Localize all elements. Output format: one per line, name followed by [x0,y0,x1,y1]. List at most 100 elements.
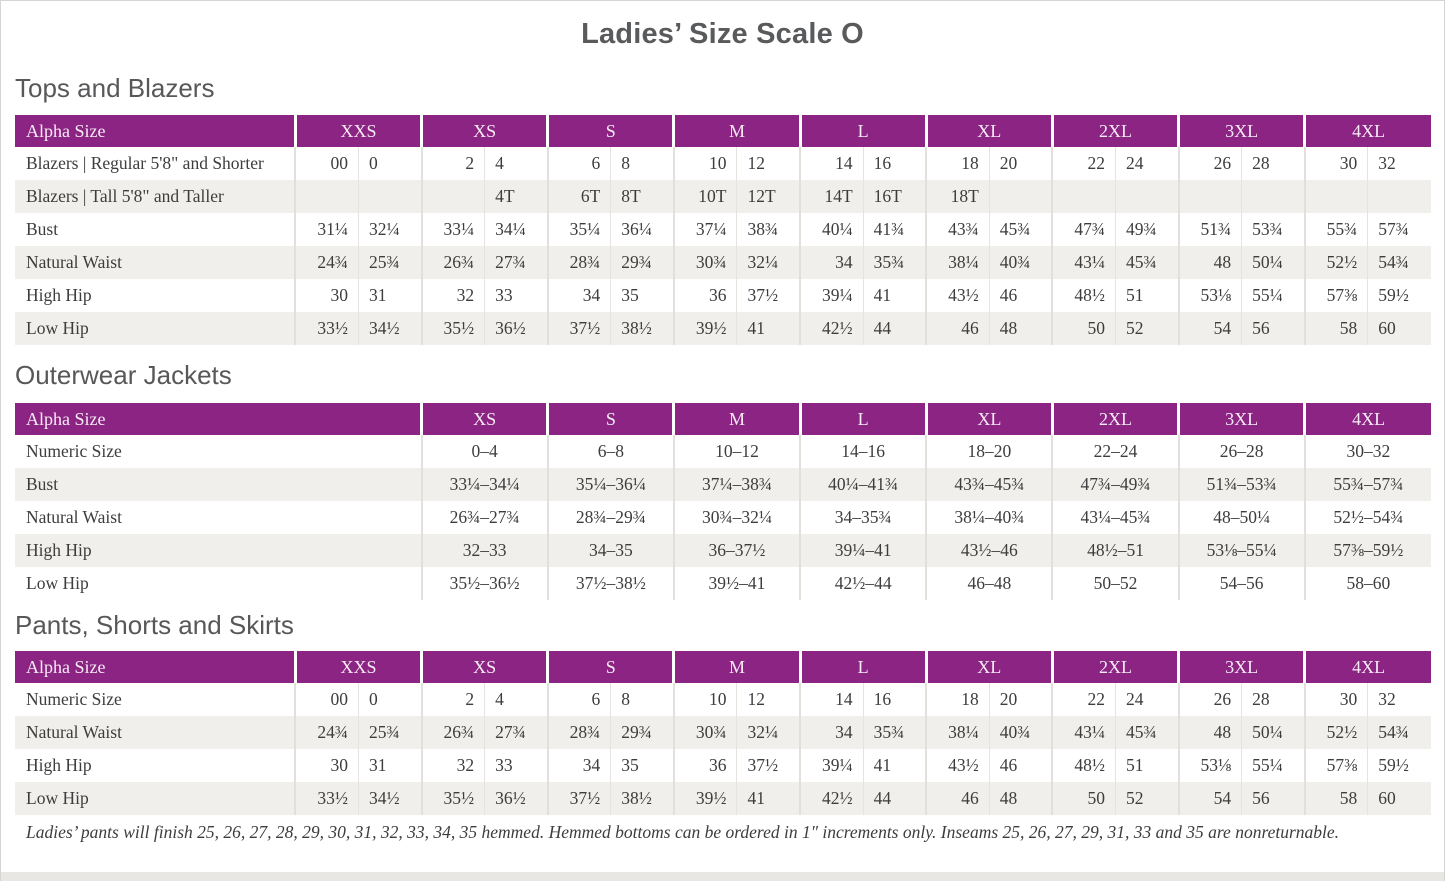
data-cell: 6 [546,683,611,716]
data-cell: 39½ [672,312,737,345]
page-title: Ladies’ Size Scale O [581,18,864,50]
data-cell: 28¾–29¾ [546,501,674,534]
data-cell: 37½ [736,279,801,312]
data-cell: 49¾ [1114,213,1179,246]
data-cell [1303,180,1368,213]
data-cell: 28 [1241,147,1305,180]
data-cell: 18 [925,147,990,180]
size-table: Alpha Size XXS XS S M L XL 2XL 3XL 4XL Numeric Siz… [15,651,1431,815]
data-cell: 54–56 [1177,567,1305,600]
data-cell: 42½ [799,782,864,815]
data-cell: 0–4 [420,435,548,468]
tables-container: Tops and Blazers Alpha Size XXS XS S M L XL 2XL 3… [15,73,1431,815]
data-cell: 51 [1114,279,1179,312]
data-cell: 51 [1114,749,1179,782]
table-row: Numeric Size 0–4 6–8 10–12 14–16 18–20 22–24 26… [15,435,1431,468]
data-cell: 53⅛–55¼ [1177,534,1305,567]
data-cell: 59½ [1367,279,1431,312]
data-cell: 38¼–40¾ [925,501,1053,534]
data-cell: 45¾ [988,213,1053,246]
data-cell: 27¾ [484,246,548,279]
row-label: High Hip [26,755,92,775]
table-row: High Hip 30 31 32 33 34 35 36 37½ 39¼ 41 43½ 46 48½ 51… [15,749,1431,782]
data-cell: 58 [1303,312,1368,345]
data-cell: 30 [294,749,359,782]
data-cell: 34½ [357,782,422,815]
size-table: Alpha Size XS S M L XL 2XL 3XL 4XL Numeric Size 0–… [15,403,1431,600]
table-row: Low Hip 35½–36½ 37½–38½ 39½–41 42½–44 46–48 50… [15,567,1431,600]
data-cell: 40¾ [988,246,1053,279]
data-cell: 36 [672,749,737,782]
data-cell: 37¼ [672,213,737,246]
row-label: High Hip [15,534,422,567]
data-cell: 50¼ [1241,246,1305,279]
data-cell: 55¼ [1241,279,1305,312]
data-cell: 18 [925,683,990,716]
table-row: Numeric Size 00 0 2 4 6 8 10 12 14 16 18 20 22 24 26 28 3… [15,683,1431,716]
data-cell: 10 [672,147,737,180]
data-cell: 55¾–57¾ [1303,468,1431,501]
data-cell: 50 [1051,782,1116,815]
data-cell: 41 [862,279,927,312]
data-cell: 39¼ [799,749,864,782]
section-heading: Pants, Shorts and Skirts [15,610,294,640]
data-cell: 16 [862,683,927,716]
data-cell: 39¼ [799,279,864,312]
data-cell: 42½–44 [799,567,927,600]
data-cell: 25¾ [357,246,422,279]
size-column-header: 2XL [1050,403,1179,435]
data-cell: 33 [484,279,548,312]
data-cell: 41 [862,749,927,782]
data-cell: 35 [610,279,674,312]
data-cell: 52 [1114,312,1179,345]
data-cell: 26¾ [420,246,485,279]
row-label: Blazers | Regular 5'8" and Shorter [26,153,264,173]
data-cell: 32¼ [736,716,801,749]
data-cell: 57⅜ [1303,749,1368,782]
data-cell: 48½ [1051,749,1116,782]
data-cell: 38½ [610,782,674,815]
data-cell: 43¼ [1051,716,1116,749]
header-row: Alpha Size XXS XS S M L XL 2XL 3XL 4XL [15,115,1431,147]
table-row: High Hip 30 31 32 33 34 35 36 37½ 39¼ 41 43½ 46 48½ 51… [15,279,1431,312]
data-cell: 00 [294,683,359,716]
data-cell: 24 [1114,683,1179,716]
data-cell: 00 [294,147,359,180]
data-cell: 46 [988,279,1053,312]
data-cell [357,180,422,213]
data-cell: 29¾ [610,716,674,749]
data-cell: 54¾ [1367,246,1431,279]
data-cell: 8 [610,683,674,716]
size-column-header: L [798,403,927,435]
page-bottom-edge [1,872,1444,881]
data-cell: 48 [1177,716,1242,749]
data-cell: 0 [357,147,422,180]
data-cell: 6–8 [546,435,674,468]
data-cell: 44 [862,782,927,815]
size-column-header: M [672,651,801,683]
size-column-header: S [546,115,674,147]
data-cell: 35¾ [862,246,927,279]
data-cell: 4 [484,683,548,716]
data-cell: 34 [799,716,864,749]
data-cell: 22 [1051,147,1116,180]
data-cell: 30¾–32¼ [672,501,801,534]
data-cell: 30¾ [672,246,737,279]
data-cell: 58–60 [1303,567,1431,600]
data-cell: 33 [484,749,548,782]
data-cell: 31 [357,749,422,782]
data-cell: 37¼–38¾ [672,468,801,501]
size-table: Alpha Size XXS XS S M L XL 2XL 3XL 4XL Blazers | R… [15,115,1431,345]
data-cell: 36½ [484,312,548,345]
data-cell [420,180,485,213]
size-column-header: XL [924,651,1053,683]
row-label: High Hip [26,285,92,305]
data-cell: 46 [925,782,990,815]
data-cell: 26 [1177,147,1242,180]
data-cell: 46 [988,749,1053,782]
size-column-header: L [798,651,927,683]
data-cell: 48 [1177,246,1242,279]
size-column-header: 3XL [1177,115,1305,147]
data-cell: 60 [1367,312,1431,345]
data-cell: 34–35¾ [799,501,927,534]
